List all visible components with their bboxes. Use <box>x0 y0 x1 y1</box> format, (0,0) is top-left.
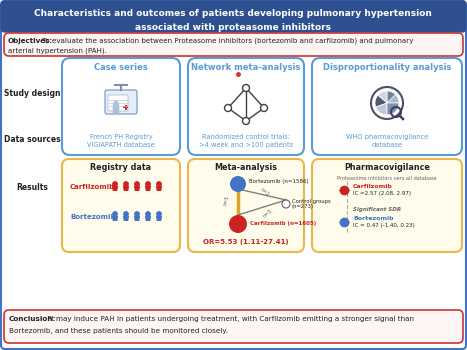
Circle shape <box>282 200 290 208</box>
Text: Carfilzomib (n=1605): Carfilzomib (n=1605) <box>250 222 316 226</box>
Polygon shape <box>156 186 162 191</box>
Text: Bortezomib (n=1586): Bortezomib (n=1586) <box>249 180 309 184</box>
Text: Bortezomib: Bortezomib <box>353 216 394 220</box>
FancyBboxPatch shape <box>4 33 463 56</box>
Polygon shape <box>145 216 151 221</box>
Wedge shape <box>387 91 396 103</box>
FancyBboxPatch shape <box>1 1 466 32</box>
Circle shape <box>134 211 140 217</box>
Text: PI may induce PAH in patients undergoing treatment, with Carfilzomib emitting a : PI may induce PAH in patients undergoing… <box>45 316 414 322</box>
Text: French PH Registry
VIGIAPATH database: French PH Registry VIGIAPATH database <box>87 134 155 148</box>
Text: n=5: n=5 <box>222 195 230 206</box>
FancyBboxPatch shape <box>62 159 180 252</box>
Text: Control groups
(n=273): Control groups (n=273) <box>292 198 331 209</box>
Text: associated with proteasome inhibitors: associated with proteasome inhibitors <box>135 22 331 32</box>
Circle shape <box>123 181 129 187</box>
FancyBboxPatch shape <box>188 58 304 155</box>
Text: Proteasome inhibitors vers all database: Proteasome inhibitors vers all database <box>337 175 437 181</box>
Wedge shape <box>376 103 387 115</box>
Circle shape <box>229 215 247 233</box>
Polygon shape <box>156 216 162 221</box>
FancyBboxPatch shape <box>108 95 128 111</box>
Circle shape <box>261 105 268 112</box>
Text: Randomized control trials:
>4 week and >100 patients: Randomized control trials: >4 week and >… <box>199 134 293 148</box>
FancyBboxPatch shape <box>312 58 462 155</box>
Text: WHO pharmacovigilance
database: WHO pharmacovigilance database <box>346 134 428 148</box>
Text: IC =2.57 (2.08, 2.97): IC =2.57 (2.08, 2.97) <box>353 191 411 196</box>
Polygon shape <box>145 186 151 191</box>
Circle shape <box>225 105 232 112</box>
Polygon shape <box>123 216 129 221</box>
Text: Network meta-analysis: Network meta-analysis <box>191 63 301 71</box>
Text: Case series: Case series <box>94 63 148 71</box>
Circle shape <box>113 101 119 107</box>
Text: n=3: n=3 <box>262 209 274 219</box>
Polygon shape <box>123 186 129 191</box>
Text: Conclusion:: Conclusion: <box>9 316 57 322</box>
Text: Meta-analysis: Meta-analysis <box>214 163 277 173</box>
Text: Bortezomib, and these patients should be monitored closely.: Bortezomib, and these patients should be… <box>9 328 228 334</box>
Circle shape <box>123 211 129 217</box>
FancyBboxPatch shape <box>62 58 180 155</box>
Text: Characteristics and outcomes of patients developing pulmonary hypertension: Characteristics and outcomes of patients… <box>34 9 432 19</box>
Circle shape <box>242 84 249 91</box>
Text: Data sources: Data sources <box>4 134 60 144</box>
Circle shape <box>230 176 246 192</box>
Text: Objectives:: Objectives: <box>8 38 53 44</box>
Text: Bortezomib: Bortezomib <box>70 214 116 220</box>
Text: Carfilzomib: Carfilzomib <box>70 184 115 190</box>
Circle shape <box>145 181 151 187</box>
Text: Carfilzomib: Carfilzomib <box>353 183 393 189</box>
Polygon shape <box>134 216 140 221</box>
Text: n=2: n=2 <box>258 187 269 197</box>
Circle shape <box>156 181 162 187</box>
Circle shape <box>112 181 118 187</box>
Bar <box>125 105 127 110</box>
FancyBboxPatch shape <box>312 159 462 252</box>
Polygon shape <box>112 186 118 191</box>
Polygon shape <box>134 186 140 191</box>
Bar <box>123 106 128 108</box>
FancyBboxPatch shape <box>4 310 463 343</box>
Text: Disproportionality analysis: Disproportionality analysis <box>323 63 451 71</box>
Text: arterial hypertension (PAH).: arterial hypertension (PAH). <box>8 48 107 54</box>
Wedge shape <box>378 91 387 103</box>
FancyBboxPatch shape <box>188 159 304 252</box>
Wedge shape <box>375 95 387 107</box>
Circle shape <box>242 118 249 125</box>
Circle shape <box>134 181 140 187</box>
Wedge shape <box>387 103 399 115</box>
Text: IC = 0.47 (-1.40, 0.23): IC = 0.47 (-1.40, 0.23) <box>353 224 415 229</box>
Circle shape <box>145 211 151 217</box>
Text: Results: Results <box>16 182 48 191</box>
Text: To evaluate the association between Proteasome inhibitors (bortezomib and carfil: To evaluate the association between Prot… <box>40 38 413 44</box>
Text: Pharmacovigilance: Pharmacovigilance <box>344 163 430 173</box>
Text: Significant SDR: Significant SDR <box>353 206 401 211</box>
Circle shape <box>156 211 162 217</box>
Wedge shape <box>387 94 399 103</box>
Polygon shape <box>112 216 118 221</box>
Text: Study design: Study design <box>4 90 60 98</box>
Circle shape <box>112 211 118 217</box>
FancyBboxPatch shape <box>105 90 137 114</box>
Text: Registry data: Registry data <box>91 163 152 173</box>
FancyBboxPatch shape <box>113 105 119 113</box>
Text: OR=5.53 (1.11-27.41): OR=5.53 (1.11-27.41) <box>203 239 289 245</box>
